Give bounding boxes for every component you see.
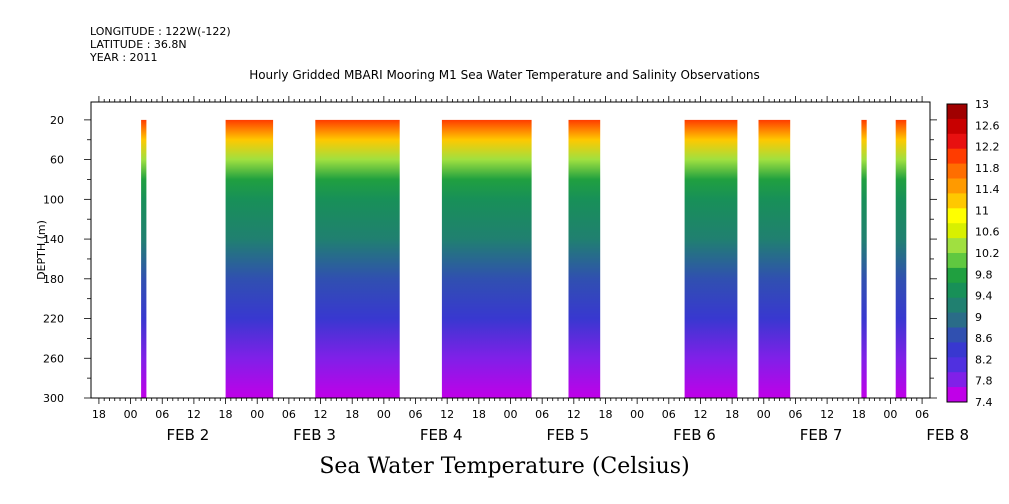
colorbar-label: 11.4 [975,183,1000,196]
colorbar-swatch [947,327,967,343]
colorbar-swatch [947,223,967,239]
x-tick-label: 12 [693,408,707,421]
colorbar-label: 13 [975,98,989,111]
y-tick-label: 180 [43,273,64,286]
x-day-label: FEB 3 [293,426,336,444]
colorbar-label: 10.2 [975,247,1000,260]
x-day-label: FEB 6 [673,426,716,444]
year-label: YEAR : 2011 [90,51,158,64]
x-tick-label: 06 [409,408,423,421]
colorbar-label: 9.8 [975,268,993,281]
x-day-label: FEB 2 [167,426,210,444]
colorbar-swatch [947,372,967,388]
colorbar-label: 7.8 [975,375,993,388]
colorbar-swatch [947,282,967,299]
x-tick-label: 00 [250,408,264,421]
colorbar-frame [946,103,968,403]
x-tick-label: 12 [314,408,328,421]
colorbar-label: 7.4 [975,396,993,409]
colorbar-swatch [947,342,967,358]
x-day-label: FEB 7 [800,426,843,444]
x-tick-label: 18 [472,408,486,421]
x-tick-label: 06 [662,408,676,421]
data-segment-7 [758,119,791,399]
longitude-label: LONGITUDE : 122W(-122) [90,25,231,38]
x-tick-label: 06 [915,408,929,421]
colorbar-swatch [947,238,967,254]
colorbar-label: 10.6 [975,226,1000,239]
x-tick-label: 18 [598,408,612,421]
data-segment-8 [861,119,867,399]
x-tick-label: 18 [725,408,739,421]
x-tick-label: 12 [440,408,454,421]
data-segment-3 [315,119,400,399]
colorbar-swatch [947,208,967,224]
colorbar-label: 9.4 [975,290,993,303]
colorbar-label: 11.8 [975,162,1000,175]
y-tick-label: 140 [43,233,64,246]
x-day-label: FEB 8 [926,426,969,444]
x-tick-label: 12 [187,408,201,421]
y-tick-label: 260 [43,352,64,365]
colorbar-swatch [947,104,967,120]
data-segment-1 [141,119,147,399]
y-tick-label: 60 [50,154,64,167]
y-tick-label: 20 [50,114,64,127]
colorbar-swatch [947,133,967,150]
colorbar-swatch [947,312,967,328]
x-tick-label: 06 [282,408,296,421]
chart-title: Hourly Gridded MBARI Mooring M1 Sea Wate… [249,68,760,82]
x-tick-label: 00 [377,408,391,421]
colorbar-swatch [947,267,967,284]
y-tick-label: 300 [43,392,64,405]
x-tick-label: 18 [345,408,359,421]
colorbar-swatch [947,253,967,269]
y-tick-label: 100 [43,193,64,206]
data-segment-9 [895,119,907,399]
colorbar-swatch [947,193,967,209]
chart-subtitle: Sea Water Temperature (Celsius) [319,454,690,479]
colorbar-label: 11 [975,204,989,217]
latitude-label: LATITUDE : 36.8N [90,38,187,51]
x-day-label: FEB 5 [546,426,589,444]
colorbar-swatch [947,357,967,373]
x-tick-label: 00 [504,408,518,421]
colorbar-label: 12.2 [975,141,1000,154]
colorbar-swatch [947,297,967,313]
x-tick-label: 06 [535,408,549,421]
data-segment-2 [225,119,274,399]
x-tick-label: 00 [883,408,897,421]
colorbar-swatch [947,148,967,164]
colorbar-swatch [947,163,967,179]
x-tick-label: 00 [630,408,644,421]
colorbar-label: 9 [975,311,982,324]
colorbar-label: 8.2 [975,353,993,366]
x-tick-label: 00 [124,408,138,421]
x-tick-label: 12 [820,408,834,421]
x-tick-label: 12 [567,408,581,421]
data-segment-6 [684,119,738,399]
colorbar-label: 8.6 [975,332,993,345]
colorbar-swatch [947,118,967,135]
colorbar-swatch [947,178,967,194]
data-segment-5 [568,119,601,399]
x-day-label: FEB 4 [420,426,463,444]
data-segment-4 [441,119,532,399]
x-tick-label: 06 [788,408,802,421]
x-tick-label: 06 [155,408,169,421]
x-tick-label: 18 [219,408,233,421]
x-tick-label: 00 [757,408,771,421]
y-tick-label: 220 [43,313,64,326]
colorbar-swatch [947,387,967,403]
y-axis-label: DEPTH (m) [35,220,48,280]
x-tick-label: 18 [92,408,106,421]
colorbar-label: 12.6 [975,119,1000,132]
x-tick-label: 18 [852,408,866,421]
